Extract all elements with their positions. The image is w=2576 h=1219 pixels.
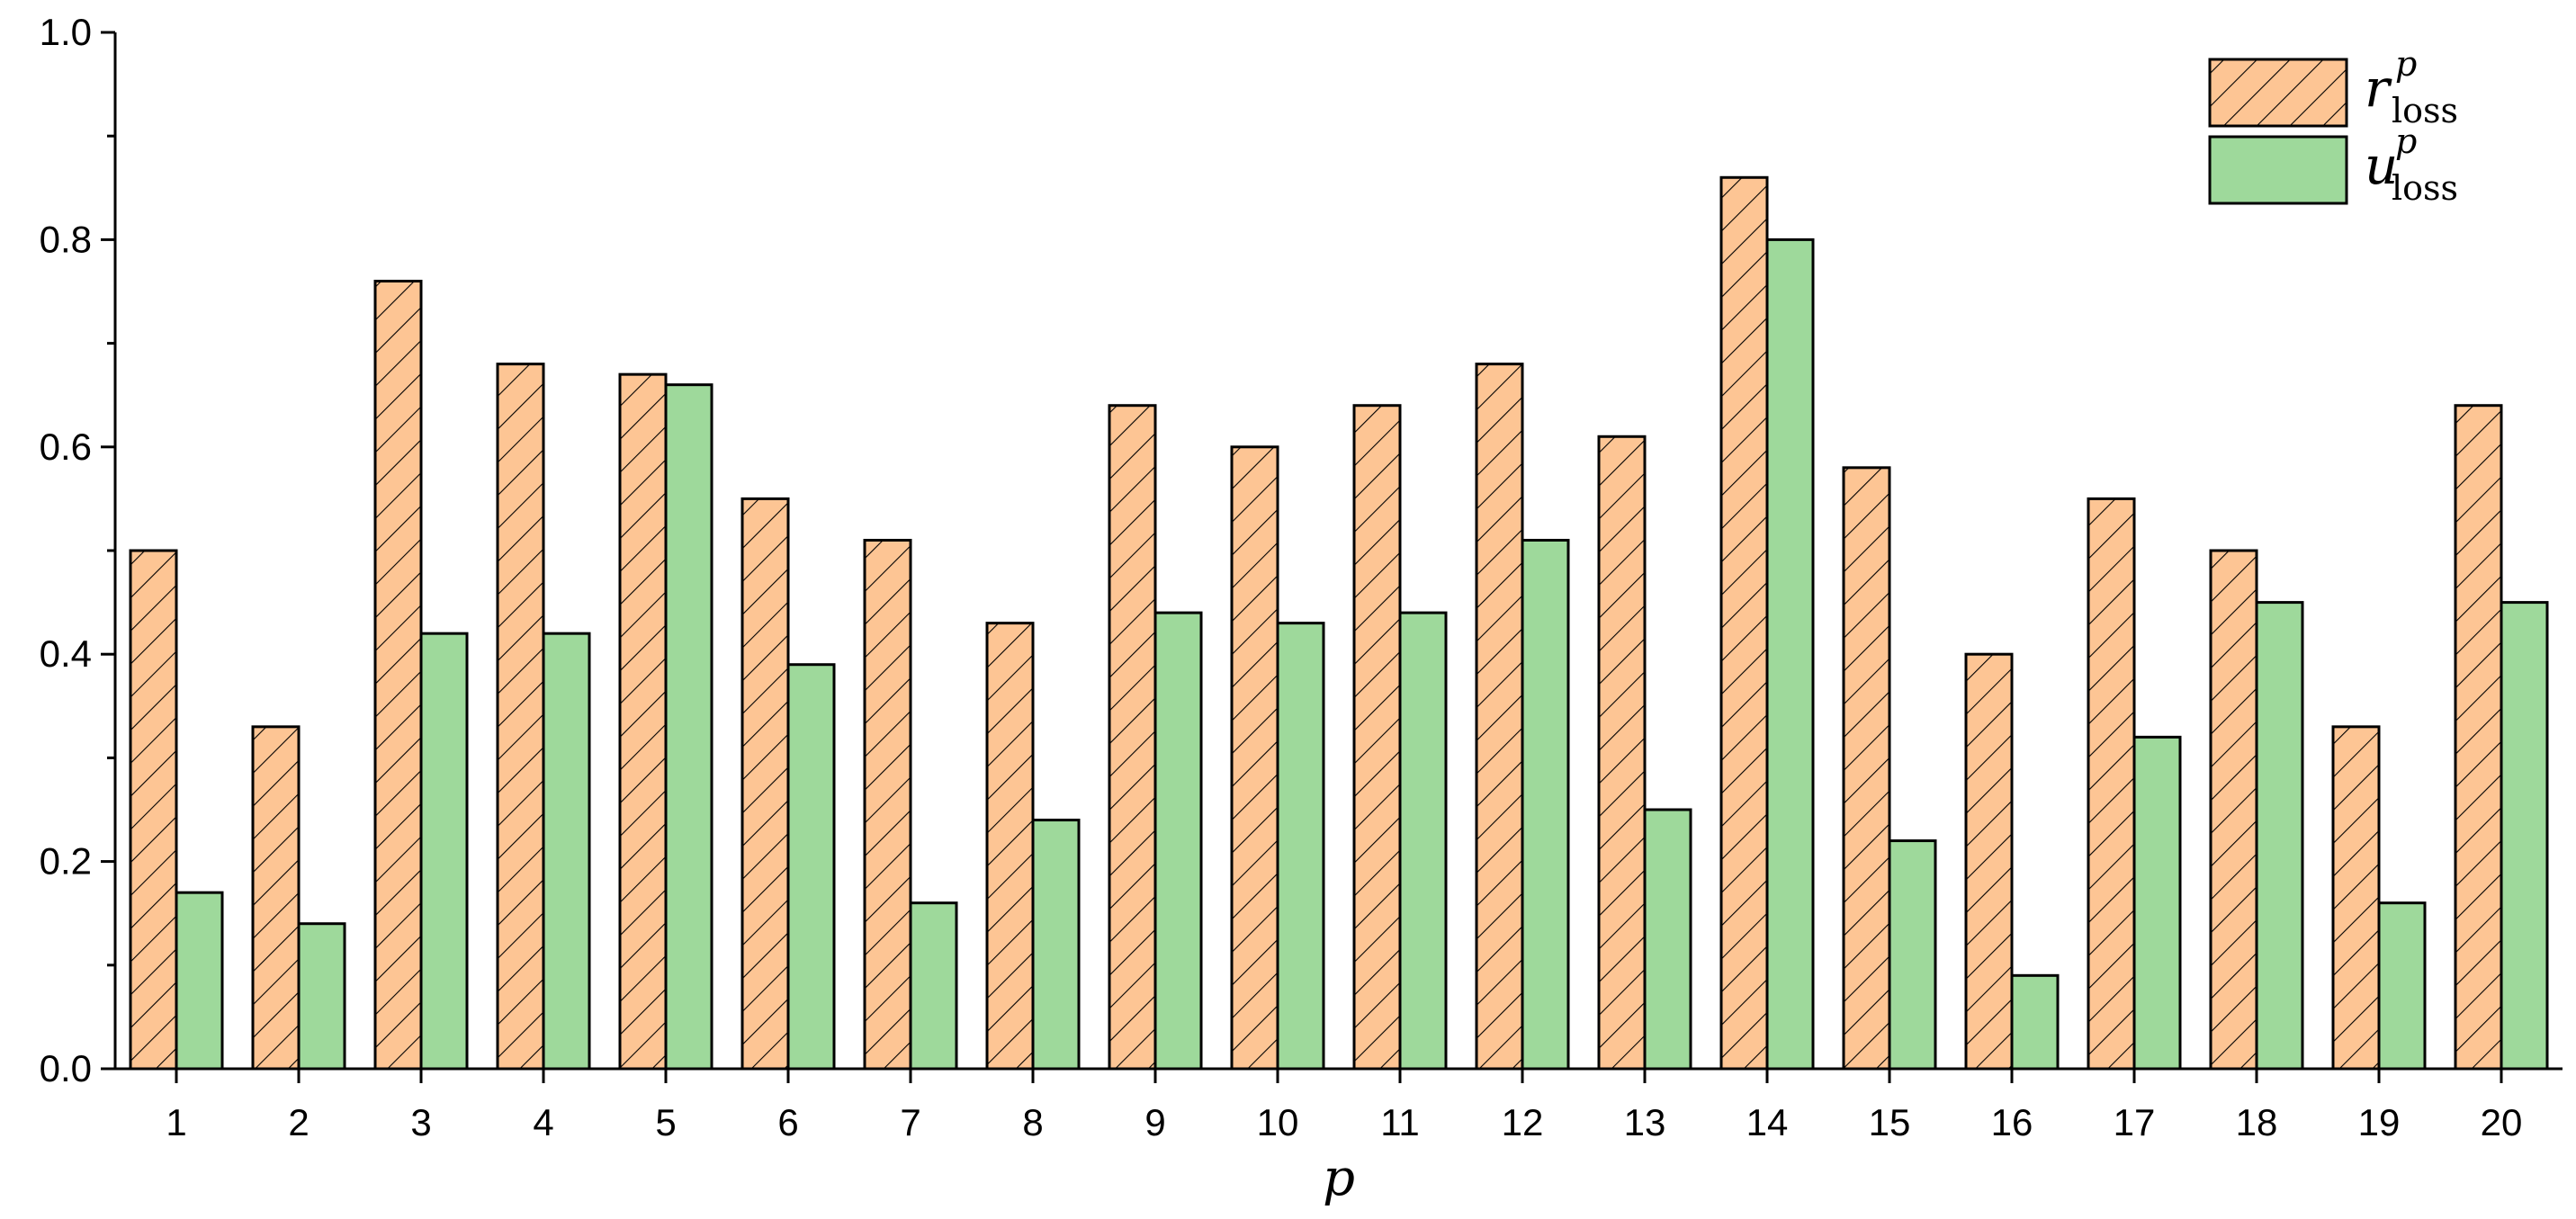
bar-u-10 xyxy=(1276,622,1325,1071)
bar-u-3 xyxy=(419,632,469,1071)
bar-r-8 xyxy=(985,622,1035,1071)
legend-label-r: r xyxy=(2365,58,2392,119)
bar-u-9 xyxy=(1153,611,1203,1071)
bar-r-19 xyxy=(2331,725,2381,1071)
bar-u-11 xyxy=(1398,611,1448,1071)
x-tick-label: 3 xyxy=(410,1101,431,1143)
y-tick-label: 0.4 xyxy=(40,632,92,675)
bar-r-3 xyxy=(373,279,423,1071)
bar-r-5 xyxy=(618,372,668,1071)
bar-u-4 xyxy=(542,632,591,1071)
legend-swatch-r xyxy=(2208,58,2348,128)
x-tick-label: 18 xyxy=(2236,1101,2278,1143)
x-tick-label: 8 xyxy=(1022,1101,1043,1143)
bar-u-15 xyxy=(1888,839,1937,1071)
legend-swatch-u xyxy=(2208,135,2348,205)
y-tick-label: 1.0 xyxy=(40,11,92,53)
bar-u-8 xyxy=(1031,819,1081,1071)
y-tick-label: 0.6 xyxy=(40,426,92,468)
bar-r-17 xyxy=(2087,497,2136,1071)
bar-r-2 xyxy=(251,725,301,1071)
bar-u-14 xyxy=(1765,238,1815,1071)
bar-r-14 xyxy=(1719,175,1769,1071)
x-tick-label: 19 xyxy=(2358,1101,2401,1143)
bar-u-2 xyxy=(297,922,346,1071)
x-tick-label: 5 xyxy=(655,1101,676,1143)
x-tick-label: 14 xyxy=(1746,1101,1789,1143)
bar-r-1 xyxy=(129,549,178,1071)
legend-sup-r: p xyxy=(2395,44,2417,84)
bar-r-12 xyxy=(1475,363,1524,1071)
legend-sub-u: loss xyxy=(2392,168,2458,208)
x-tick-label: 2 xyxy=(288,1101,309,1143)
x-tick-label: 15 xyxy=(1869,1101,1911,1143)
bar-r-15 xyxy=(1842,466,1891,1071)
x-tick-label: 9 xyxy=(1144,1101,1165,1143)
bar-u-6 xyxy=(786,663,836,1071)
x-tick-label: 10 xyxy=(1257,1101,1299,1143)
bar-r-16 xyxy=(1964,652,2014,1071)
legend-label-u: u xyxy=(2365,135,2398,196)
bar-u-5 xyxy=(664,383,714,1071)
bar-r-10 xyxy=(1230,445,1279,1071)
bar-r-13 xyxy=(1597,435,1647,1071)
bar-r-9 xyxy=(1108,404,1157,1071)
x-tick-label: 4 xyxy=(533,1101,553,1143)
bar-r-6 xyxy=(740,497,790,1071)
y-tick-label: 0.8 xyxy=(40,218,92,260)
bar-r-11 xyxy=(1352,404,1402,1071)
bar-u-13 xyxy=(1643,808,1692,1071)
bar-r-20 xyxy=(2454,404,2503,1071)
bar-r-7 xyxy=(863,538,912,1071)
x-tick-label: 12 xyxy=(1502,1101,1544,1143)
x-tick-label: 11 xyxy=(1380,1101,1420,1143)
bar-u-20 xyxy=(2500,601,2549,1071)
legend-sup-u: p xyxy=(2395,121,2417,161)
bar-u-18 xyxy=(2255,601,2304,1071)
bar-u-12 xyxy=(1521,538,1570,1071)
y-tick-label: 0.0 xyxy=(40,1047,92,1089)
x-tick-label: 1 xyxy=(166,1101,186,1143)
x-axis-title: p xyxy=(1323,1149,1355,1207)
bar-u-16 xyxy=(2010,973,2060,1071)
bar-r-4 xyxy=(496,363,545,1071)
bar-r-18 xyxy=(2209,549,2258,1071)
legend-sub-r: loss xyxy=(2392,91,2458,130)
axes-layer: 0.00.20.40.60.81.01 2 3 4 5 6 7 8 9 10 11 12 13 14 15 1… xyxy=(40,11,2563,1143)
x-tick-label: 6 xyxy=(777,1101,798,1143)
bar-u-19 xyxy=(2377,901,2427,1071)
x-tick-label: 16 xyxy=(1991,1101,2033,1143)
bar-u-1 xyxy=(175,891,224,1071)
bar-u-7 xyxy=(909,901,958,1071)
x-tick-label: 7 xyxy=(900,1101,920,1143)
bars-layer xyxy=(129,175,2549,1071)
x-tick-label: 17 xyxy=(2114,1101,2156,1143)
x-tick-label: 13 xyxy=(1624,1101,1666,1143)
x-tick-label: 20 xyxy=(2481,1101,2523,1143)
y-tick-label: 0.2 xyxy=(40,840,92,883)
bar-u-17 xyxy=(2132,735,2182,1071)
